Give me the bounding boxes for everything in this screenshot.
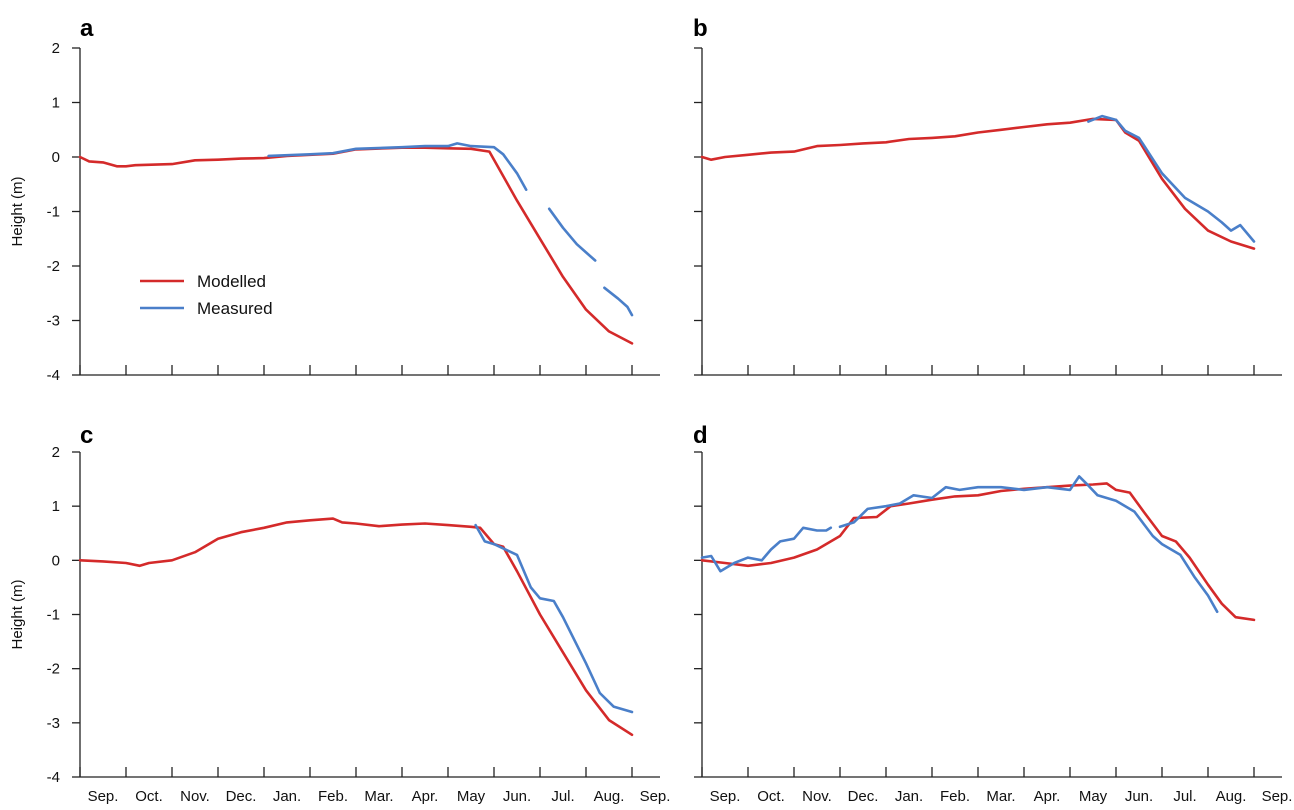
- x-tick-label: Sep.: [710, 788, 741, 805]
- y-tick-label: -4: [47, 367, 60, 384]
- series-line-measured: [547, 207, 597, 262]
- y-axis-title: Height (m): [9, 176, 26, 246]
- series-line-modelled: [700, 482, 1256, 622]
- series-line-measured: [838, 475, 1219, 614]
- y-axis-title: Height (m): [9, 579, 26, 649]
- x-tick-label: Dec.: [226, 788, 257, 805]
- panel-d: d Sep. Oct. Nov. Dec. Jan. Feb. Mar. Apr. May Jun…: [693, 422, 1292, 805]
- x-tick-label: Apr.: [412, 788, 439, 805]
- x-tick-label: Aug.: [1216, 788, 1247, 805]
- x-tick-label: Jan.: [273, 788, 301, 805]
- panel-letter-b: b: [693, 15, 708, 42]
- series-line-measured: [267, 142, 528, 191]
- series-line-measured: [603, 286, 634, 317]
- x-tick-label: Sep.: [640, 788, 671, 805]
- x-tick-label: Feb.: [940, 788, 970, 805]
- x-tick-label: Nov.: [180, 788, 210, 805]
- panel-a: a 2 1 0 -1 -2 -3 -4 Height (m): [9, 15, 660, 384]
- x-tick-label: Feb.: [318, 788, 348, 805]
- panel-letter-d: d: [693, 422, 708, 449]
- series-line-measured: [474, 523, 634, 714]
- panel-letter-a: a: [80, 15, 94, 42]
- y-tick-label: 1: [52, 95, 60, 112]
- x-tick-label: Sep.: [1262, 788, 1293, 805]
- x-tick-label: May: [457, 788, 486, 805]
- x-tick-label: Aug.: [594, 788, 625, 805]
- y-tick-label: 1: [52, 498, 60, 515]
- y-tick-label: 0: [52, 149, 60, 166]
- x-tick-label: Jul.: [1173, 788, 1196, 805]
- y-tick-label: 0: [52, 552, 60, 569]
- x-tick-label: Mar.: [986, 788, 1015, 805]
- y-tick-label: 2: [52, 40, 60, 57]
- y-tick-label: 2: [52, 444, 60, 461]
- series-line-modelled: [78, 146, 634, 345]
- panel-b: b: [693, 15, 1282, 376]
- x-tick-label: Nov.: [802, 788, 832, 805]
- series-line-measured: [1087, 114, 1256, 243]
- panel-c: c 2 1 0 -1 -2 -3 -4 Height (m) Sep. Oct. Nov. Dec. J…: [9, 422, 670, 805]
- x-tick-label: Mar.: [364, 788, 393, 805]
- x-tick-label: Jun.: [503, 788, 531, 805]
- y-tick-label: -3: [47, 313, 60, 330]
- series-line-measured: [700, 526, 833, 573]
- legend-label-modelled: Modelled: [197, 272, 266, 291]
- legend: Modelled Measured: [140, 272, 273, 318]
- x-tick-label: Sep.: [88, 788, 119, 805]
- y-tick-label: -1: [47, 607, 60, 624]
- series-line-modelled: [78, 517, 634, 737]
- panel-letter-c: c: [80, 422, 93, 449]
- x-tick-label: Jul.: [551, 788, 574, 805]
- x-tick-label: May: [1079, 788, 1108, 805]
- series-line-modelled: [700, 117, 1256, 250]
- x-tick-label: Jun.: [1125, 788, 1153, 805]
- y-tick-label: -2: [47, 258, 60, 275]
- y-tick-label: -2: [47, 661, 60, 678]
- x-tick-label: Oct.: [757, 788, 785, 805]
- x-tick-label: Oct.: [135, 788, 163, 805]
- y-tick-label: -4: [47, 769, 60, 786]
- y-tick-label: -3: [47, 715, 60, 732]
- x-tick-label: Jan.: [895, 788, 923, 805]
- x-tick-label: Apr.: [1034, 788, 1061, 805]
- x-tick-label: Dec.: [848, 788, 879, 805]
- legend-label-measured: Measured: [197, 299, 273, 318]
- y-tick-label: -1: [47, 204, 60, 221]
